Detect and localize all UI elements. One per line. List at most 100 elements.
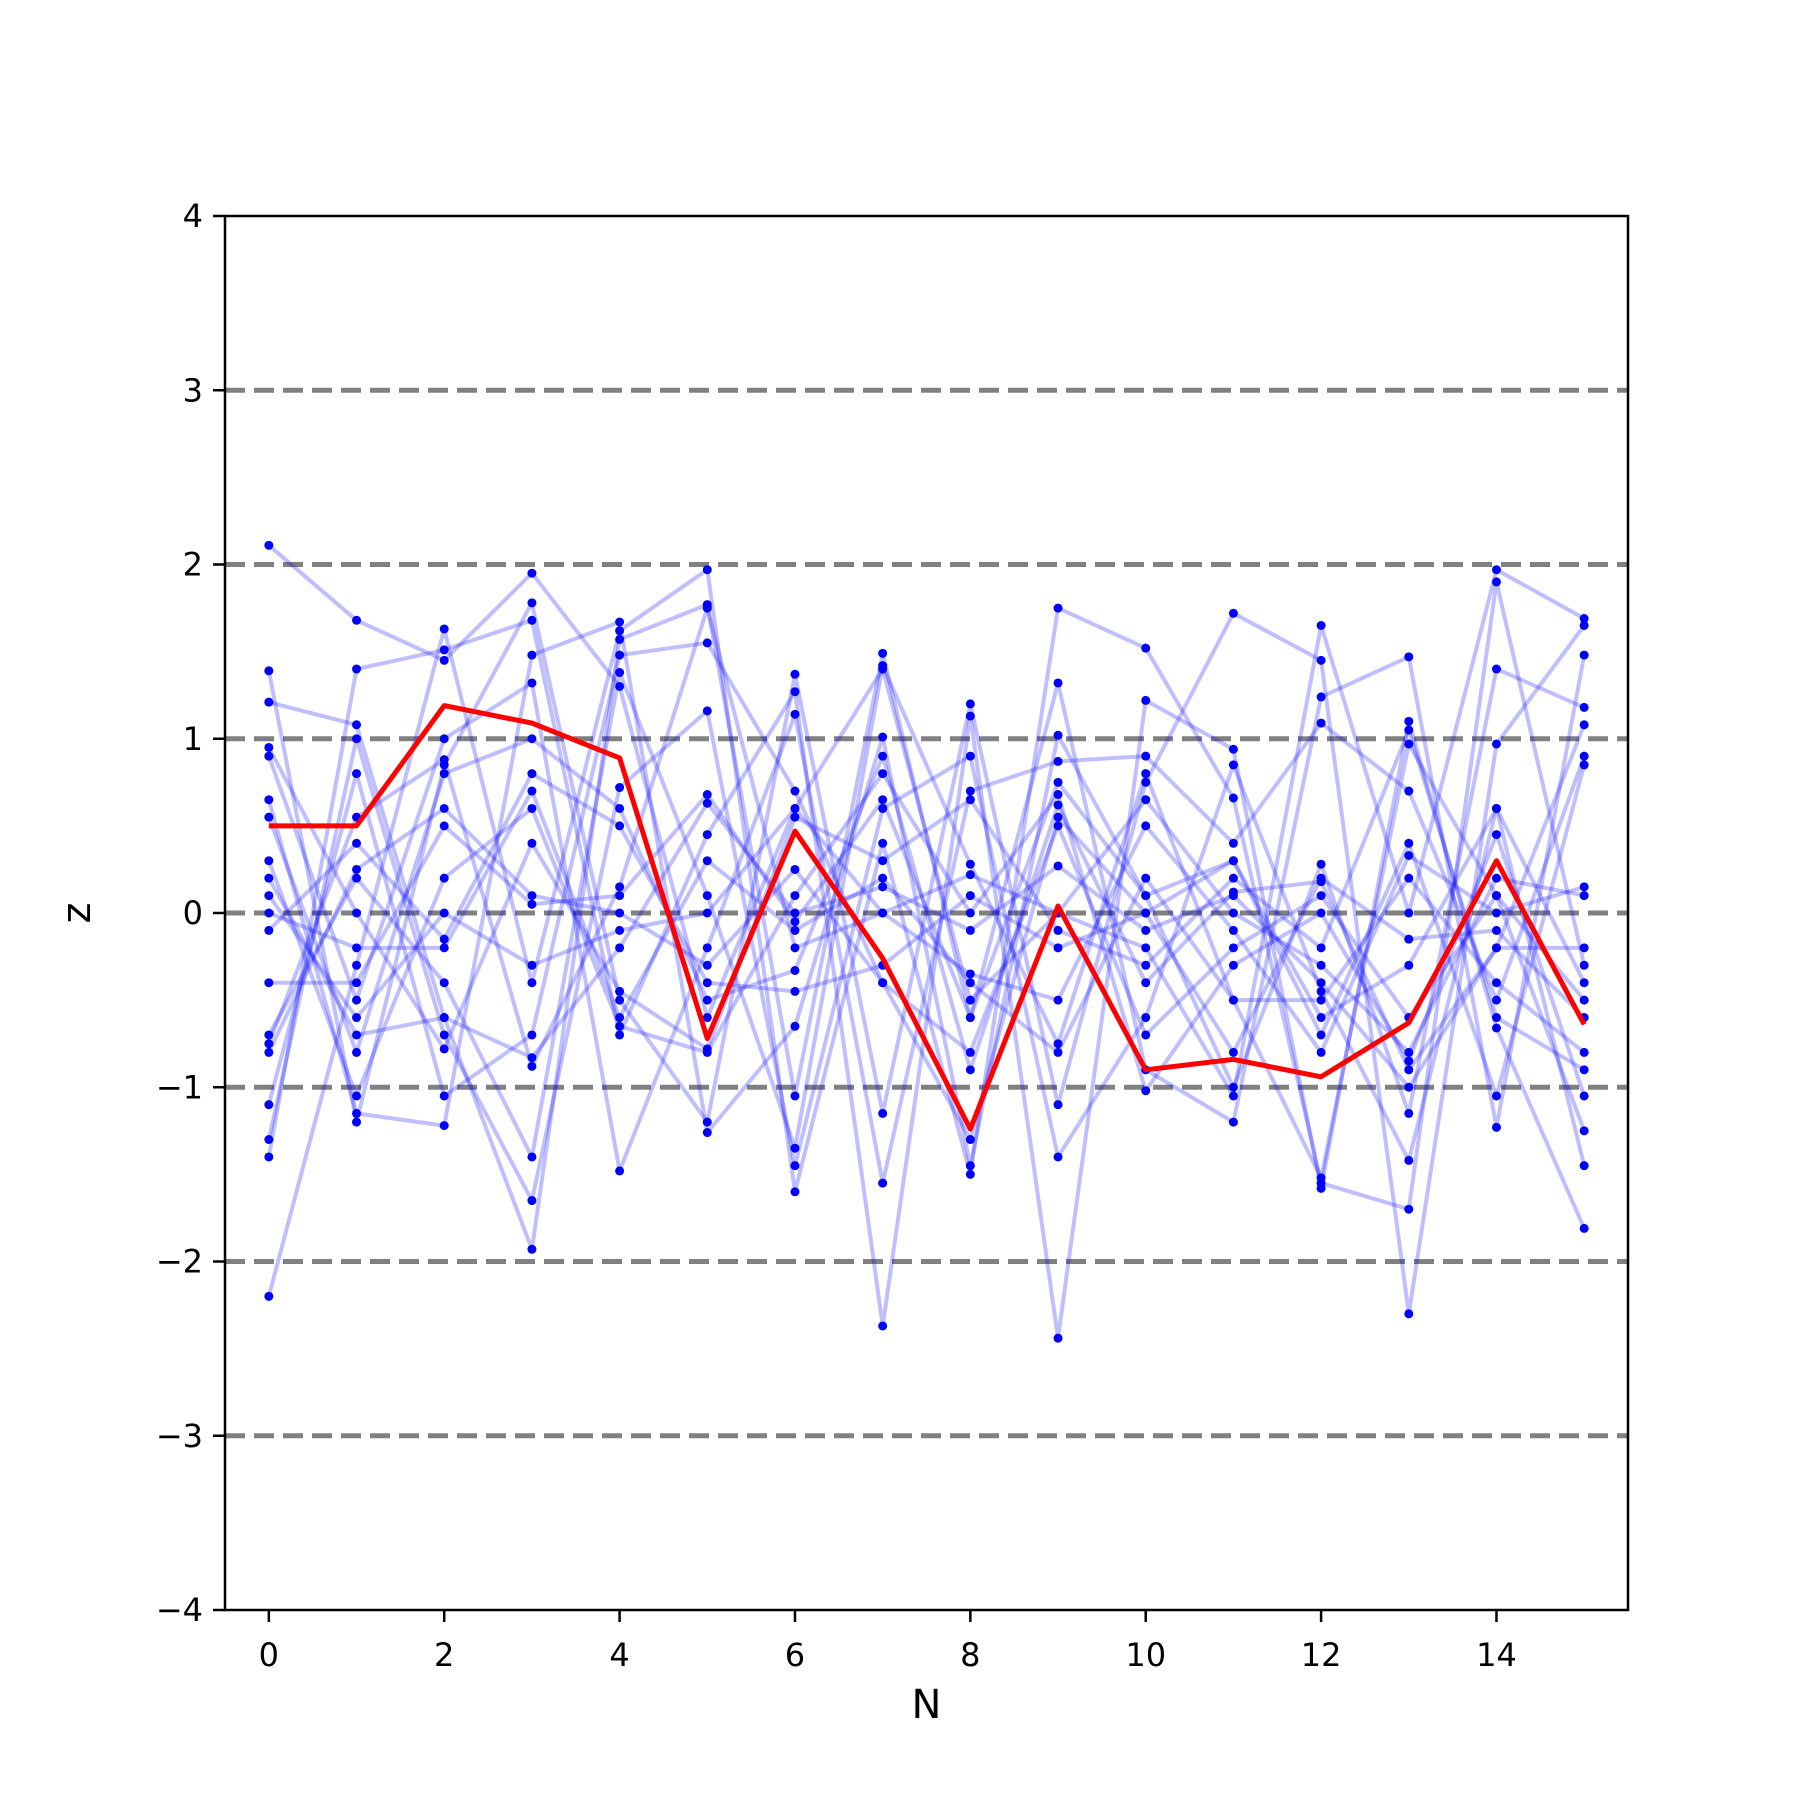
sample-point-15-2 bbox=[439, 908, 449, 918]
sample-point-1-0 bbox=[264, 1291, 274, 1301]
sample-point-4-6 bbox=[790, 687, 800, 697]
sample-point-0-13 bbox=[1404, 908, 1414, 918]
sample-point-15-10 bbox=[1141, 795, 1151, 805]
sample-series-line-18 bbox=[266, 806, 1586, 1055]
sample-point-18-4 bbox=[615, 908, 625, 918]
sample-point-17-9 bbox=[1053, 861, 1063, 871]
sample-point-14-1 bbox=[352, 978, 362, 988]
sample-point-16-1 bbox=[352, 838, 362, 848]
sample-point-5-15 bbox=[1579, 702, 1589, 712]
sample-point-19-12 bbox=[1316, 995, 1326, 1005]
sample-point-4-2 bbox=[439, 645, 449, 655]
sample-point-4-7 bbox=[878, 1321, 888, 1331]
sample-point-2-9 bbox=[1053, 1100, 1063, 1110]
sample-point-3-12 bbox=[1316, 692, 1326, 702]
sample-point-6-4 bbox=[615, 783, 625, 793]
sample-series-line-4 bbox=[266, 618, 1587, 1341]
x-tick-label-0: 0 bbox=[259, 1636, 279, 1674]
sample-point-7-1 bbox=[352, 995, 362, 1005]
sample-point-9-0 bbox=[264, 812, 274, 822]
sample-point-0-10 bbox=[1141, 943, 1151, 953]
sample-point-15-6 bbox=[790, 803, 800, 813]
sample-point-6-15 bbox=[1579, 1161, 1589, 1171]
sample-point-6-1 bbox=[352, 734, 362, 744]
sample-point-7-5 bbox=[702, 943, 712, 953]
sample-point-13-7 bbox=[878, 856, 888, 866]
sample-point-2-12 bbox=[1316, 655, 1326, 665]
sample-point-19-14 bbox=[1491, 978, 1501, 988]
sample-point-17-2 bbox=[439, 1013, 449, 1023]
sample-point-17-4 bbox=[615, 943, 625, 953]
sample-point-8-6 bbox=[790, 1143, 800, 1153]
sample-point-19-15 bbox=[1579, 1047, 1589, 1057]
sample-point-14-8 bbox=[965, 1013, 975, 1023]
sample-point-0-2 bbox=[439, 655, 449, 665]
sample-point-17-15 bbox=[1579, 943, 1589, 953]
sample-point-16-8 bbox=[965, 891, 975, 901]
sample-point-15-12 bbox=[1316, 960, 1326, 970]
sample-point-9-8 bbox=[965, 1065, 975, 1075]
sample-series-line-17 bbox=[267, 801, 1585, 1090]
sample-point-2-14 bbox=[1491, 739, 1501, 749]
sample-point-11-4 bbox=[615, 1021, 625, 1031]
y-tick-label-1: −3 bbox=[156, 1417, 203, 1455]
sample-point-7-13 bbox=[1404, 786, 1414, 796]
sample-point-5-2 bbox=[439, 1121, 449, 1131]
sample-point-8-7 bbox=[878, 661, 888, 671]
sample-point-11-9 bbox=[1053, 790, 1063, 800]
sample-point-6-9 bbox=[1053, 1152, 1063, 1162]
sample-point-14-6 bbox=[790, 917, 800, 927]
sample-point-15-4 bbox=[615, 925, 625, 935]
sample-point-11-12 bbox=[1316, 908, 1326, 918]
sample-point-13-6 bbox=[790, 812, 800, 822]
sample-point-4-13 bbox=[1404, 716, 1414, 726]
sample-point-14-9 bbox=[1053, 777, 1063, 787]
sample-point-8-13 bbox=[1404, 739, 1414, 749]
sample-point-8-5 bbox=[702, 891, 712, 901]
sample-point-19-8 bbox=[965, 978, 975, 988]
sample-point-5-9 bbox=[1053, 730, 1063, 740]
sample-point-17-14 bbox=[1491, 943, 1501, 953]
sample-point-13-4 bbox=[615, 986, 625, 996]
sample-point-2-6 bbox=[790, 669, 800, 679]
y-tick-label-8: 4 bbox=[183, 197, 203, 235]
sample-point-12-10 bbox=[1141, 821, 1151, 831]
sample-point-2-5 bbox=[702, 1117, 712, 1127]
sample-point-14-14 bbox=[1491, 803, 1501, 813]
sample-point-12-6 bbox=[790, 943, 800, 953]
sample-point-2-7 bbox=[878, 1108, 888, 1118]
sample-point-1-10 bbox=[1141, 643, 1151, 653]
sample-series-line-12 bbox=[266, 606, 1585, 1069]
sample-point-7-3 bbox=[527, 678, 537, 688]
sample-point-9-7 bbox=[878, 751, 888, 761]
sample-point-8-0 bbox=[264, 1030, 274, 1040]
sample-point-3-6 bbox=[790, 1091, 800, 1101]
sample-point-13-14 bbox=[1491, 1013, 1501, 1023]
sample-point-13-1 bbox=[352, 908, 362, 918]
sample-series-line-15 bbox=[267, 797, 1585, 1055]
sample-point-10-4 bbox=[615, 650, 625, 660]
sample-point-16-3 bbox=[527, 769, 537, 779]
sample-point-5-8 bbox=[965, 1161, 975, 1171]
sample-point-15-8 bbox=[965, 870, 975, 880]
sample-point-6-6 bbox=[790, 1161, 800, 1171]
sample-point-16-13 bbox=[1404, 934, 1414, 944]
sample-point-2-4 bbox=[615, 995, 625, 1005]
sample-point-12-9 bbox=[1053, 995, 1063, 1005]
sample-point-11-14 bbox=[1491, 830, 1501, 840]
sample-point-10-15 bbox=[1579, 760, 1589, 770]
sample-point-1-4 bbox=[615, 626, 625, 636]
sample-point-13-2 bbox=[439, 1044, 449, 1054]
sample-series-line-11 bbox=[266, 771, 1587, 1098]
y-tick-label-4: 0 bbox=[183, 894, 203, 932]
sample-point-17-5 bbox=[702, 798, 712, 808]
sample-point-18-3 bbox=[527, 891, 537, 901]
sample-point-18-7 bbox=[878, 978, 888, 988]
sample-point-11-7 bbox=[878, 769, 888, 779]
sample-point-14-13 bbox=[1404, 960, 1414, 970]
sample-point-9-4 bbox=[615, 803, 625, 813]
sample-point-5-4 bbox=[615, 617, 625, 627]
sample-point-3-15 bbox=[1579, 650, 1589, 660]
sample-point-7-2 bbox=[439, 734, 449, 744]
sample-point-5-13 bbox=[1404, 1108, 1414, 1118]
